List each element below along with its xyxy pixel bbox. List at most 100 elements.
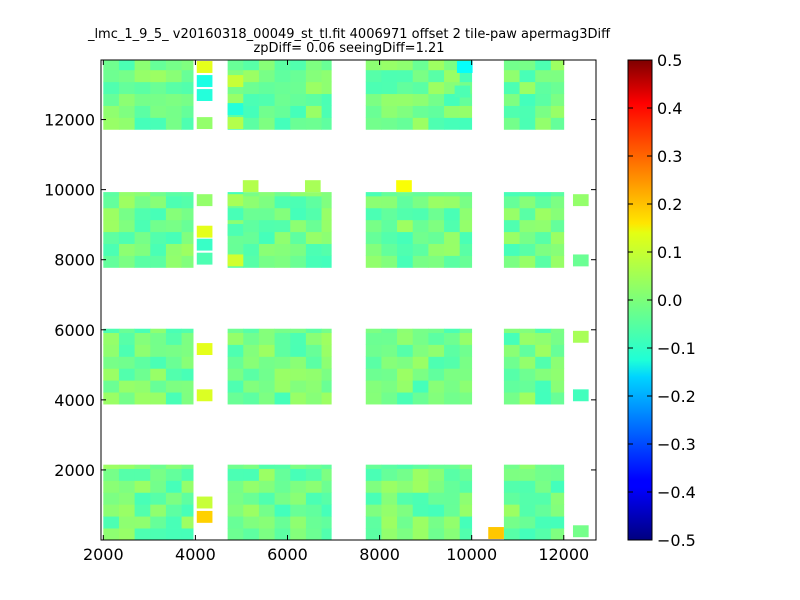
heatmap-cell	[150, 219, 167, 233]
heatmap-cell	[444, 516, 461, 529]
heatmap-cell	[118, 81, 136, 95]
heatmap-cell	[503, 356, 520, 369]
heatmap-cell	[428, 81, 445, 95]
heatmap-cell	[134, 60, 151, 71]
heatmap-cell	[459, 392, 473, 405]
heatmap-cell	[365, 332, 382, 345]
heatmap-cell	[397, 81, 414, 95]
heatmap-cell	[243, 207, 260, 221]
heatmap-cell	[134, 192, 151, 197]
heatmap-cell	[444, 332, 461, 345]
heatmap-cell	[118, 492, 136, 505]
heatmap-cell	[519, 117, 536, 130]
heatmap-cell	[428, 207, 445, 221]
heatmap-cell	[365, 344, 382, 357]
heatmap-cell	[365, 195, 382, 209]
heatmap-cell	[550, 60, 565, 71]
heatmap-cell	[535, 219, 552, 233]
heatmap-cell	[150, 480, 167, 493]
heatmap-cell	[243, 81, 260, 95]
heatmap-cell	[134, 243, 151, 256]
heatmap-cell	[535, 464, 552, 469]
heatmap-cell	[165, 528, 182, 540]
heatmap-cell	[150, 81, 167, 95]
heatmap-cell	[444, 492, 461, 505]
heatmap-cell	[103, 332, 120, 345]
heatmap-cell	[134, 504, 151, 517]
heatmap-cell	[181, 380, 194, 393]
heatmap-cell	[381, 528, 398, 540]
heatmap-cell	[118, 243, 136, 256]
heatmap-cell	[103, 392, 120, 405]
heatmap-cell	[118, 195, 136, 209]
heatmap-cell	[274, 332, 291, 345]
heatmap-cell	[243, 93, 260, 106]
heatmap-cell	[103, 344, 120, 357]
heatmap-cell	[535, 332, 552, 345]
colorbar-tick-label: −0.2	[657, 387, 696, 406]
heatmap-cell	[103, 528, 120, 540]
heatmap-cell	[274, 344, 291, 357]
y-axis: 2000 4000 6000 8000 10000 12000	[44, 111, 596, 480]
heatmap-cell	[550, 81, 565, 95]
heatmap-cell	[165, 243, 182, 256]
heatmap-cell	[103, 69, 120, 83]
heatmap-cell	[103, 380, 120, 393]
heatmap-cell	[321, 255, 332, 268]
heatmap-cell	[305, 243, 322, 256]
heatmap-cell	[304, 180, 321, 193]
heatmap-cell	[181, 332, 194, 345]
heatmap-cell	[428, 380, 445, 393]
heatmap-cell	[274, 356, 291, 369]
heatmap-cell	[503, 328, 520, 333]
x-tick-label: 4000	[175, 545, 216, 564]
heatmap-cell	[243, 69, 260, 83]
heatmap-cell	[535, 504, 552, 517]
heatmap-cell	[196, 238, 213, 251]
heatmap-cell	[365, 192, 382, 197]
heatmap-cell	[503, 60, 520, 71]
heatmap-cell	[321, 60, 332, 71]
heatmap-cell	[381, 356, 398, 369]
heatmap-cell	[103, 492, 120, 505]
heatmap-cell	[118, 344, 136, 357]
heatmap-cell	[519, 60, 536, 71]
heatmap-cell	[227, 528, 244, 540]
heatmap-cell	[134, 195, 151, 209]
heatmap-cell	[503, 105, 520, 118]
heatmap-cell	[397, 207, 414, 221]
heatmap-cell	[150, 392, 167, 405]
heatmap-cell	[535, 81, 552, 95]
heatmap-cell	[274, 516, 291, 529]
heatmap-cell	[305, 392, 322, 405]
heatmap-cell	[134, 492, 151, 505]
heatmap-cell	[459, 195, 473, 209]
heatmap-cell	[305, 468, 322, 481]
heatmap-cell	[103, 356, 120, 369]
heatmap-cell	[274, 192, 291, 197]
heatmap-cell	[290, 60, 307, 71]
heatmap-cell	[290, 504, 307, 517]
heatmap-cell	[305, 380, 322, 393]
heatmap-cell	[535, 516, 552, 529]
heatmap-cell	[503, 344, 520, 357]
heatmap-cell	[118, 516, 136, 529]
heatmap-cell	[550, 480, 565, 493]
heatmap-cell	[118, 69, 136, 83]
heatmap-cell	[550, 207, 565, 221]
heatmap-cell	[381, 243, 398, 256]
heatmap-cell	[535, 69, 552, 83]
heatmap-cell	[290, 464, 307, 469]
heatmap-cell	[118, 356, 136, 369]
heatmap-cell	[535, 468, 552, 481]
heatmap-cell	[290, 93, 307, 106]
colorbar-tick-label: −0.1	[657, 339, 696, 358]
heatmap-cell	[290, 192, 307, 197]
heatmap-cell	[243, 328, 260, 333]
heatmap-cell	[274, 231, 291, 244]
heatmap-cell	[227, 223, 244, 236]
heatmap-cell	[412, 69, 429, 83]
y-tick-label: 4000	[54, 391, 95, 410]
heatmap-cell	[412, 219, 429, 233]
heatmap-cell	[535, 195, 552, 209]
